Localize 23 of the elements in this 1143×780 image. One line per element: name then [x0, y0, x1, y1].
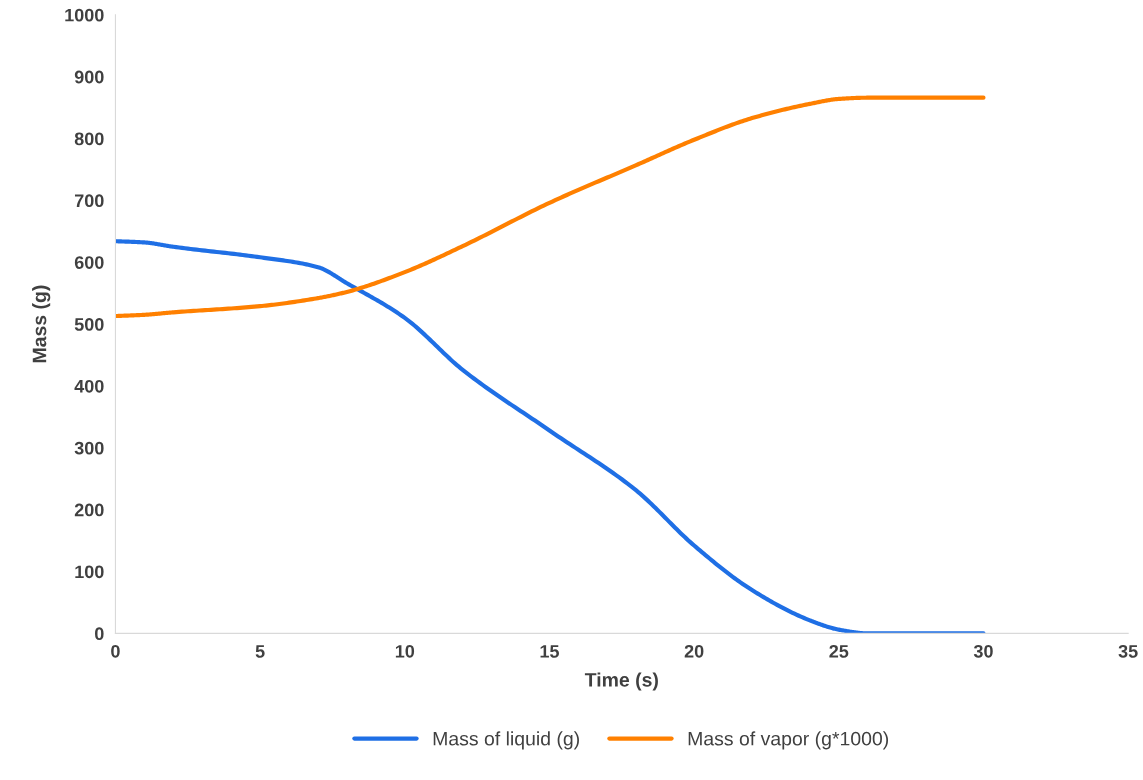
y-tick-label: 1000: [65, 8, 104, 22]
y-axis-title: Mass (g): [32, 285, 51, 363]
y-tick-label: 200: [74, 503, 104, 517]
y-tick-label: 300: [74, 441, 104, 455]
y-tick-label: 800: [74, 132, 104, 146]
legend-label: Mass of liquid (g): [433, 731, 579, 750]
y-tick-label: 900: [74, 70, 104, 84]
x-tick-label: 25: [829, 644, 849, 658]
x-tick-label: 5: [255, 645, 265, 658]
x-axis-title: Time (s): [584, 672, 658, 691]
legend-label: Mass of vapor (g*1000): [688, 731, 889, 750]
y-tick-label: 0: [95, 627, 104, 641]
x-tick-label: 30: [973, 644, 993, 658]
x-tick-label: 0: [111, 644, 120, 658]
x-tick-label: 35: [1118, 644, 1138, 658]
x-tick-label: 20: [684, 644, 704, 658]
x-tick-label: 15: [540, 645, 559, 658]
y-tick-label: 100: [75, 565, 104, 579]
y-tick-label: 700: [74, 194, 104, 208]
y-tick-label: 400: [74, 379, 104, 393]
y-tick-label: 600: [74, 256, 104, 269]
y-tick-label: 500: [74, 318, 104, 331]
x-tick-label: 10: [395, 644, 415, 658]
